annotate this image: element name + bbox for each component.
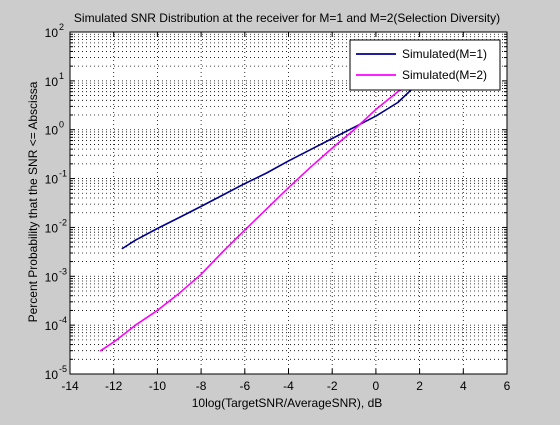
series-line-2 [99,78,421,352]
x-tick-label: -4 [283,379,294,393]
tick-layer: -14 -12 -10 -8 -6 -4 -2 0 2 4 610-510-410-310 -210-… [45,22,511,393]
x-tick-label: 0 [373,379,380,393]
x-tick-label: 2 [416,379,423,393]
x-axis-label: 10log(TargetSNR/AverageSNR), dB [192,396,383,410]
y-tick-exponent: -2 [59,217,67,227]
y-tick-exponent: 1 [59,71,64,81]
x-tick-label: -14 [61,379,79,393]
y-axis-label: Percent Probability that the SNR <= Absc… [26,81,40,322]
y-tick-label: 10 [45,26,59,40]
x-tick-label: -2 [327,379,338,393]
y-tick-label: 10 [45,221,59,235]
y-tick-label: 10 [45,124,59,138]
y-tick-label: 10 [45,75,59,89]
y-tick-exponent: -1 [59,169,67,179]
y-tick-label: 10 [45,270,59,284]
y-tick-label: 10 [45,319,59,333]
x-tick-label: -8 [196,379,207,393]
y-tick-exponent: 0 [59,120,64,130]
x-tick-label: -6 [239,379,250,393]
chart-title: Simulated SNR Distribution at the receiv… [74,11,500,25]
y-tick-exponent: -4 [59,315,67,325]
series-line-1 [121,81,421,250]
x-tick-label: 4 [460,379,467,393]
y-tick-label: 10 [45,368,59,382]
legend-label-1: Simulated(M=1) [402,47,487,61]
y-tick-exponent: -5 [59,364,67,374]
legend: Simulated(M=1) Simulated(M=2) [349,39,501,91]
series-layer [99,78,421,352]
y-tick-exponent: -3 [59,266,67,276]
x-tick-label: 6 [504,379,511,393]
legend-label-2: Simulated(M=2) [402,68,487,82]
y-tick-label: 10 [45,173,59,187]
y-tick-exponent: 2 [59,22,64,32]
x-tick-label: -10 [149,379,167,393]
x-tick-label: -12 [105,379,123,393]
legend-box [349,39,501,91]
